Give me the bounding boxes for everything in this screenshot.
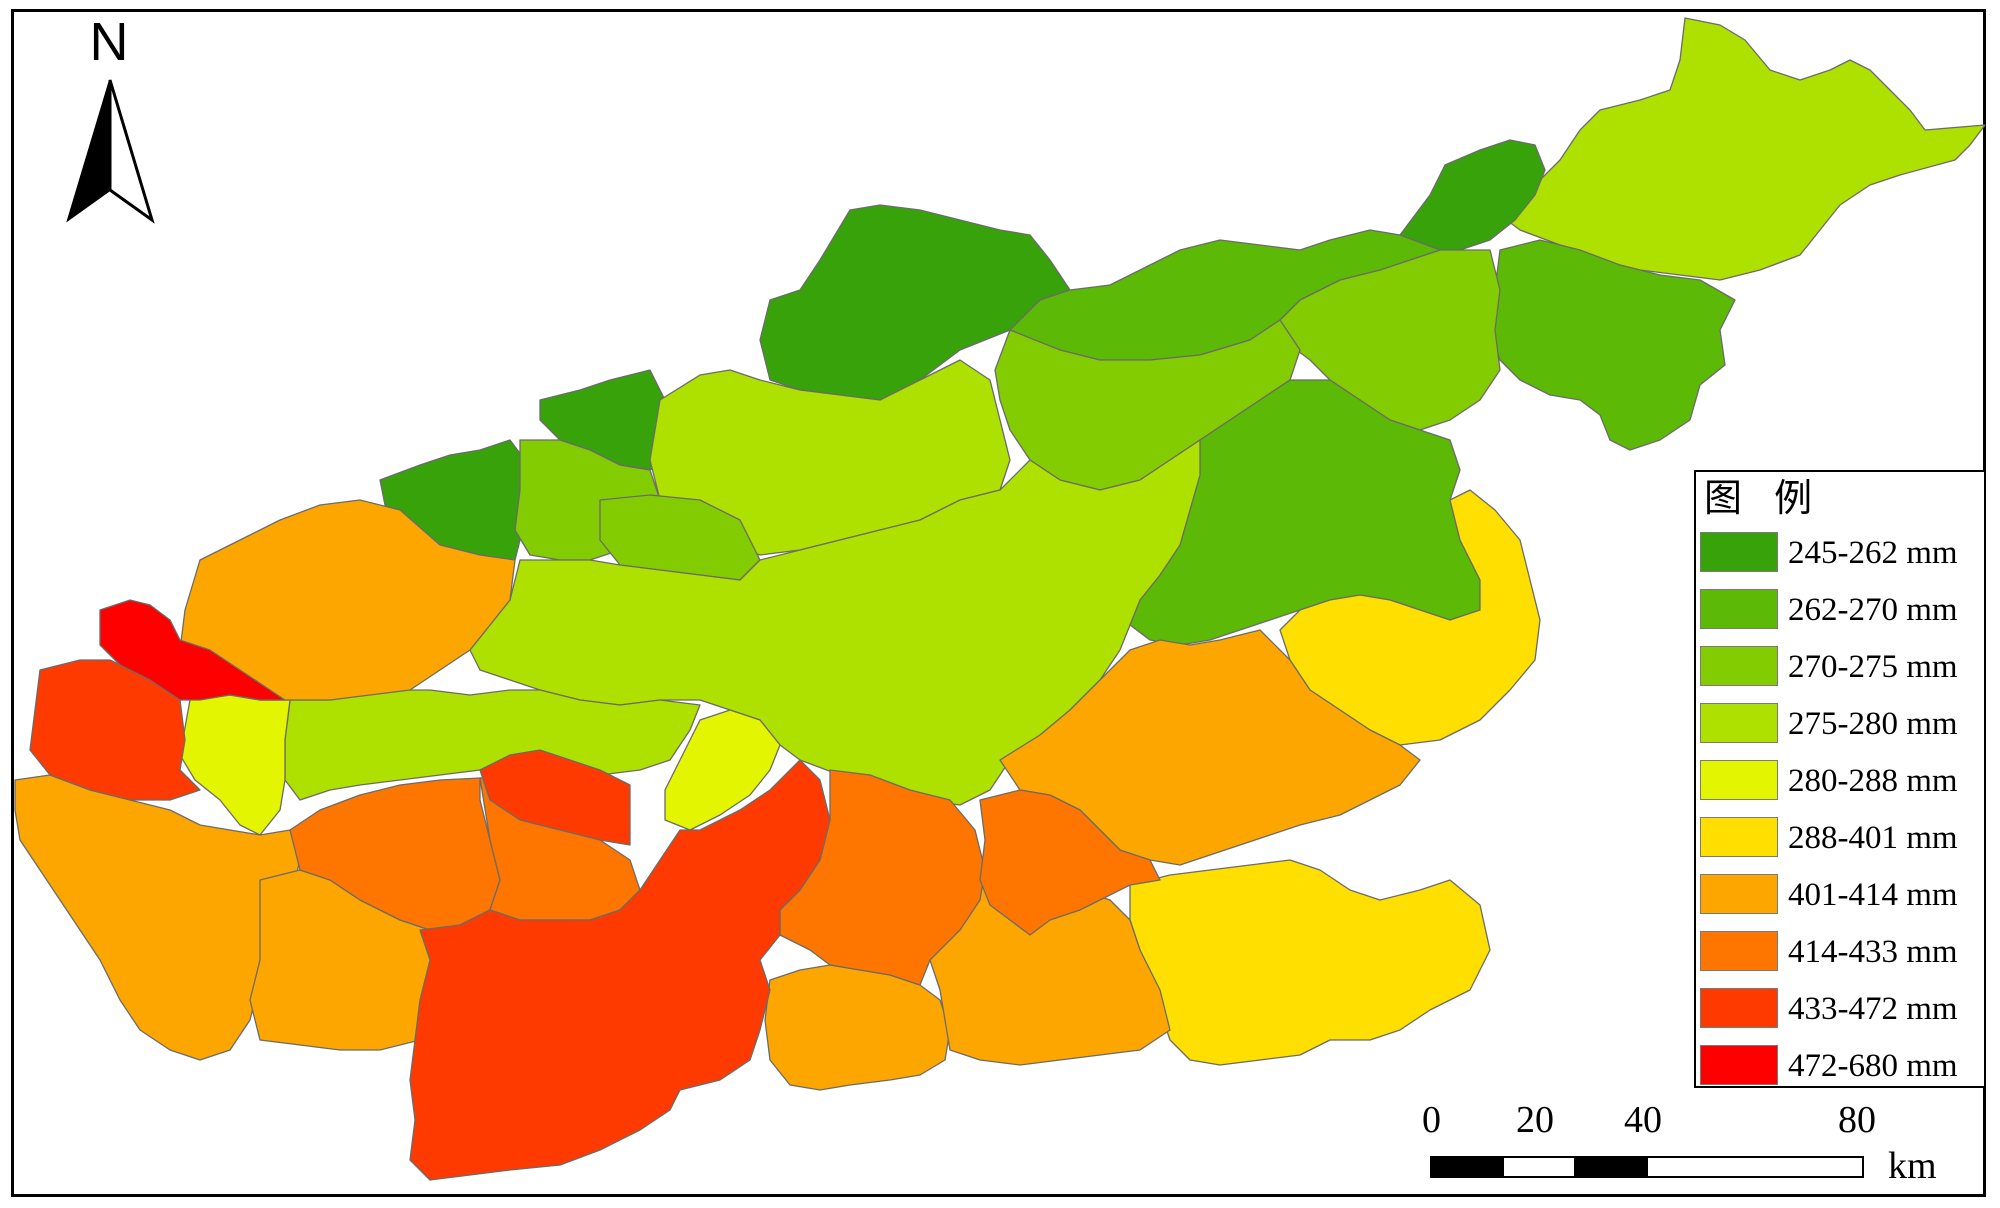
region-west-280[interactable] <box>179 694 291 836</box>
legend-swatch <box>1700 817 1778 857</box>
scale-unit-label: km <box>1888 1145 1937 1187</box>
legend-item: 433-472 mm <box>1696 988 1986 1030</box>
legend-swatch <box>1700 703 1778 743</box>
legend-item: 275-280 mm <box>1696 703 1986 745</box>
legend-label: 288-401 mm <box>1788 820 1958 856</box>
scale-segment <box>1430 1156 1504 1178</box>
legend-swatch <box>1700 988 1778 1028</box>
region-414-east[interactable] <box>979 789 1161 936</box>
region-center-280[interactable] <box>664 709 781 831</box>
region-east-262[interactable] <box>1489 239 1736 451</box>
legend-label: 270-275 mm <box>1788 649 1958 685</box>
legend-item: 262-270 mm <box>1696 589 1986 631</box>
legend-label: 262-270 mm <box>1788 592 1958 628</box>
legend-item: 414-433 mm <box>1696 931 1986 973</box>
legend-item: 245-262 mm <box>1696 532 1986 574</box>
north-arrow-icon <box>66 79 155 224</box>
legend-swatch <box>1700 532 1778 572</box>
legend-label: 280-288 mm <box>1788 763 1958 799</box>
scale-tick-label: 40 <box>1624 1099 1662 1141</box>
legend-swatch <box>1700 646 1778 686</box>
region-ne-dark[interactable] <box>1399 139 1546 251</box>
legend-swatch <box>1700 874 1778 914</box>
legend-item: 401-414 mm <box>1696 874 1986 916</box>
legend-label: 433-472 mm <box>1788 991 1958 1027</box>
scale-bar: 0 20 40 80 km <box>1418 1098 1978 1188</box>
legend-label: 275-280 mm <box>1788 706 1958 742</box>
map-legend: 图 例 245-262 mm 262-270 mm 270-275 mm 275… <box>1694 470 1986 1088</box>
legend-swatch <box>1700 931 1778 971</box>
scale-tick-label: 0 <box>1422 1099 1441 1141</box>
region-472-nw[interactable] <box>99 599 286 701</box>
legend-label: 401-414 mm <box>1788 877 1958 913</box>
region-433-mid[interactable] <box>479 749 631 846</box>
region-cs-orange[interactable] <box>764 964 951 1091</box>
scale-tick-label: 80 <box>1838 1099 1876 1141</box>
region-se-yellow[interactable] <box>1129 859 1491 1066</box>
legend-item: 288-401 mm <box>1696 817 1986 859</box>
region-ne-tail[interactable] <box>1499 17 1986 281</box>
legend-swatch <box>1700 589 1778 629</box>
legend-item: 280-288 mm <box>1696 760 1986 802</box>
legend-item: 472-680 mm <box>1696 1045 1986 1087</box>
north-label: N <box>89 12 129 72</box>
legend-label: 472-680 mm <box>1788 1048 1958 1084</box>
legend-title: 图 例 <box>1704 476 1823 520</box>
legend-label: 414-433 mm <box>1788 934 1958 970</box>
scale-segment <box>1646 1156 1864 1178</box>
scale-segment <box>1502 1156 1576 1178</box>
legend-item: 270-275 mm <box>1696 646 1986 688</box>
scale-segment <box>1574 1156 1648 1178</box>
region-433-south[interactable] <box>409 759 831 1181</box>
legend-swatch <box>1700 1045 1778 1085</box>
scale-tick-label: 20 <box>1516 1099 1554 1141</box>
legend-swatch <box>1700 760 1778 800</box>
legend-label: 245-262 mm <box>1788 535 1958 571</box>
